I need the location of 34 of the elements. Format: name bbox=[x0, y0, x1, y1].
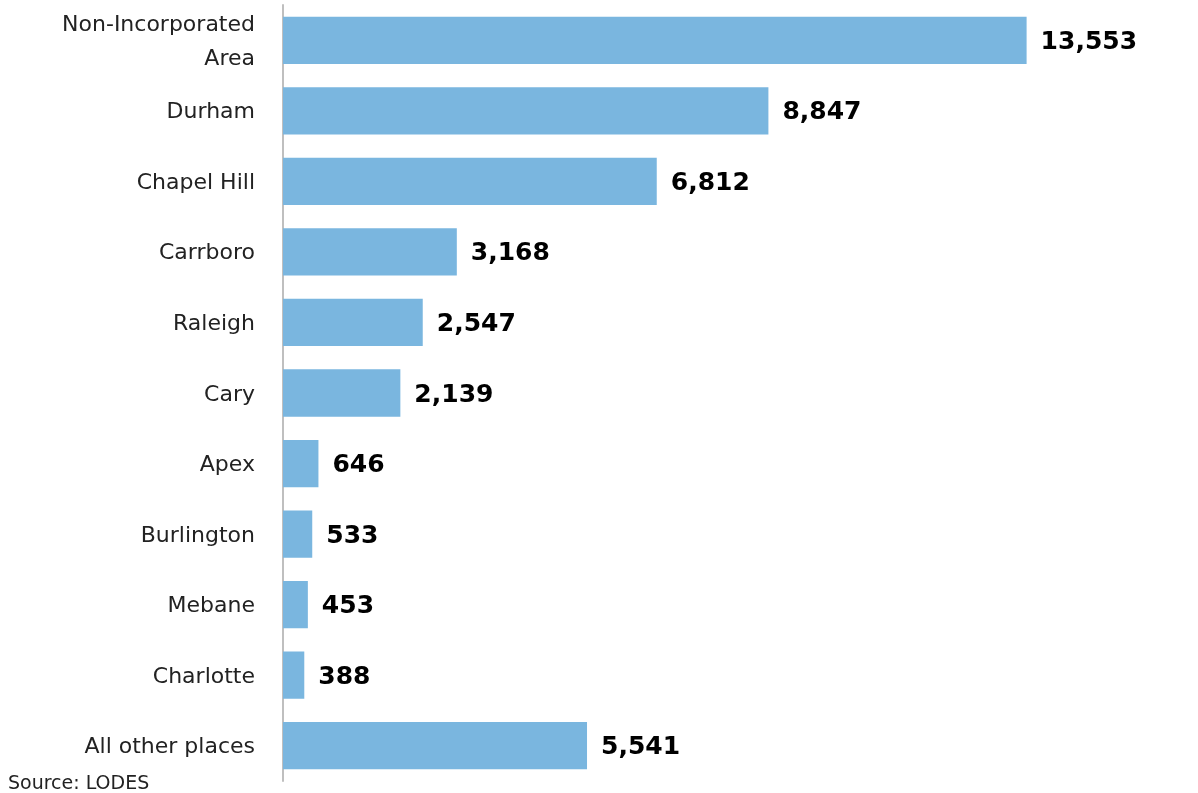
bar bbox=[283, 228, 457, 276]
y-tick-label: Burlington bbox=[140, 521, 255, 547]
bar bbox=[283, 369, 401, 417]
bar bbox=[283, 157, 657, 205]
bar bbox=[283, 439, 319, 488]
y-tick-label: Cary bbox=[204, 380, 255, 406]
data-label: 6,812 bbox=[670, 166, 750, 196]
data-label: 3,168 bbox=[470, 237, 550, 267]
y-tick-label: Charlotte bbox=[152, 662, 255, 688]
data-label: 453 bbox=[321, 590, 375, 620]
y-tick-label: All other places bbox=[84, 733, 255, 759]
bar bbox=[283, 510, 313, 558]
y-tick-label: Raleigh bbox=[173, 309, 255, 335]
bar bbox=[283, 16, 1027, 64]
data-label: 533 bbox=[326, 519, 379, 549]
source-note: Source: LODES bbox=[8, 770, 150, 793]
data-label: 2,139 bbox=[414, 378, 494, 408]
y-tick-label: Carrboro bbox=[159, 239, 255, 265]
y-tick-label: Chapel Hill bbox=[136, 168, 255, 194]
data-label: 5,541 bbox=[601, 731, 681, 761]
y-tick-label: Mebane bbox=[167, 592, 255, 618]
bar bbox=[283, 87, 769, 135]
bar bbox=[283, 722, 588, 770]
data-label: 388 bbox=[318, 660, 371, 690]
y-tick-label: Non-Incorporated Area bbox=[62, 10, 255, 70]
data-label: 13,553 bbox=[1040, 25, 1138, 55]
y-tick-label: Apex bbox=[199, 451, 255, 477]
data-label: 2,547 bbox=[436, 307, 516, 337]
data-label: 646 bbox=[332, 449, 385, 479]
bar bbox=[283, 581, 308, 629]
y-tick-label: Durham bbox=[166, 98, 255, 124]
bar bbox=[283, 298, 423, 347]
data-label: 8,847 bbox=[782, 96, 862, 126]
bar bbox=[283, 651, 305, 699]
